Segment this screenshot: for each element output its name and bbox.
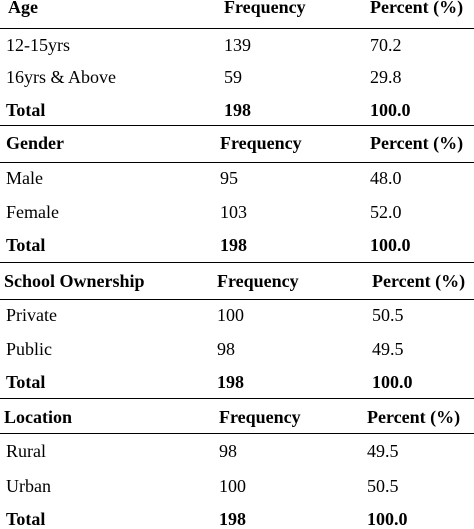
- header-rule: [0, 28, 474, 29]
- total-percent: 100.0: [372, 372, 413, 392]
- row-label: 16yrs & Above: [6, 67, 116, 87]
- row-percent: 50.5: [367, 476, 399, 496]
- total-label: Total: [6, 509, 46, 529]
- row-percent: 48.0: [370, 168, 402, 188]
- row-frequency: 103: [220, 202, 247, 222]
- total-frequency: 198: [224, 100, 251, 120]
- header-frequency: Frequency: [219, 407, 301, 427]
- row-frequency: 139: [224, 35, 251, 55]
- row-label: Public: [6, 339, 53, 359]
- header-label: Gender: [6, 133, 64, 153]
- header-label: Age: [8, 0, 38, 17]
- total-percent: 100.0: [370, 235, 411, 255]
- section-rule: [0, 262, 474, 263]
- header-percent: Percent (%): [370, 0, 464, 17]
- row-label: Private: [6, 305, 57, 325]
- header-rule: [0, 433, 474, 434]
- header-percent: Percent (%): [370, 133, 464, 153]
- row-label: Rural: [6, 441, 46, 461]
- section-rule: [0, 398, 474, 399]
- row-frequency: 95: [220, 168, 238, 188]
- total-percent: 100.0: [367, 509, 408, 529]
- row-label: Female: [6, 202, 59, 222]
- row-percent: 49.5: [367, 441, 399, 461]
- total-frequency: 198: [217, 372, 244, 392]
- total-label: Total: [6, 372, 46, 392]
- row-label: 12-15yrs: [6, 35, 70, 55]
- row-frequency: 100: [217, 305, 244, 325]
- header-frequency: Frequency: [220, 133, 302, 153]
- header-percent: Percent (%): [367, 407, 461, 427]
- row-frequency: 100: [219, 476, 246, 496]
- total-frequency: 198: [219, 509, 246, 529]
- row-percent: 49.5: [372, 339, 404, 359]
- header-rule: [0, 162, 474, 163]
- row-percent: 70.2: [370, 35, 402, 55]
- header-rule: [0, 299, 474, 300]
- row-label: Urban: [6, 476, 51, 496]
- total-label: Total: [6, 235, 46, 255]
- header-label: School Ownership: [4, 271, 145, 291]
- row-percent: 52.0: [370, 202, 402, 222]
- section-rule: [0, 125, 474, 126]
- row-percent: 29.8: [370, 67, 402, 87]
- row-label: Male: [6, 168, 43, 188]
- header-frequency: Frequency: [217, 271, 299, 291]
- total-percent: 100.0: [370, 100, 411, 120]
- row-frequency: 98: [217, 339, 235, 359]
- row-frequency: 59: [224, 67, 242, 87]
- header-frequency: Frequency: [224, 0, 306, 17]
- total-label: Total: [6, 100, 46, 120]
- header-percent: Percent (%): [372, 271, 466, 291]
- row-frequency: 98: [219, 441, 237, 461]
- total-frequency: 198: [220, 235, 247, 255]
- header-label: Location: [4, 407, 73, 427]
- row-percent: 50.5: [372, 305, 404, 325]
